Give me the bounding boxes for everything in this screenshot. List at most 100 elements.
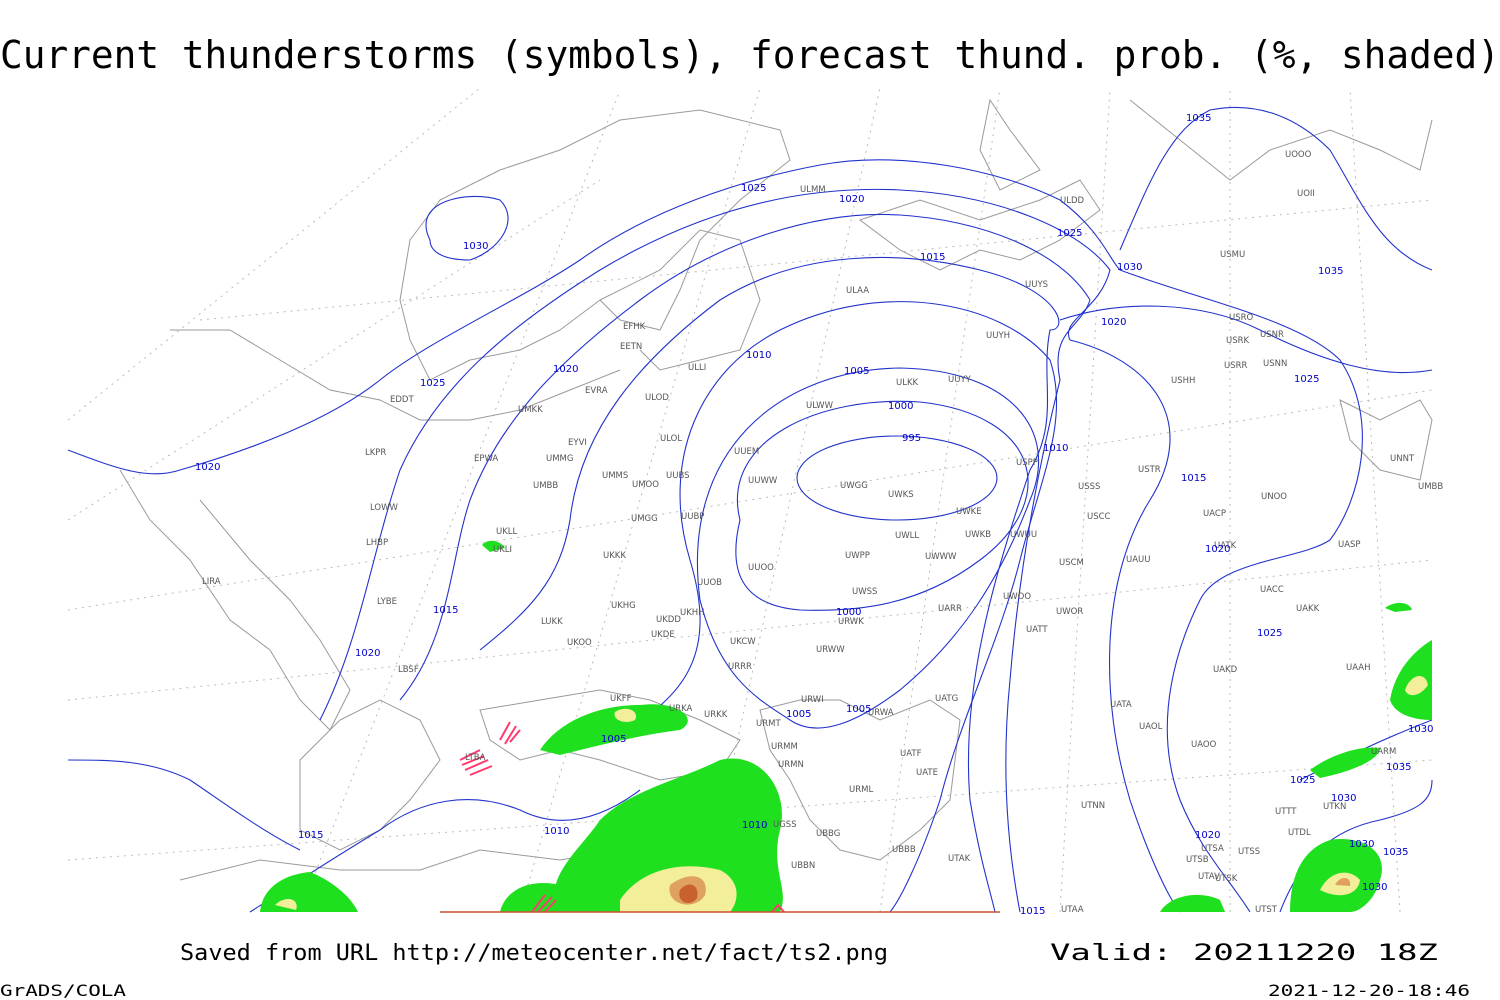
isobar-label: 1035 (1318, 266, 1343, 277)
station-label: UTTT (1275, 807, 1297, 817)
station-label: UTST (1255, 905, 1278, 915)
isobar (425, 195, 509, 261)
station-label: UWGG (840, 481, 868, 491)
station-label: USHH (1171, 376, 1195, 386)
isobar-label: 1020 (195, 462, 220, 473)
station-label: UMGG (631, 514, 658, 524)
isobar-label: 1010 (544, 826, 569, 837)
isobar-label: 1025 (1057, 228, 1082, 239)
isobar (319, 188, 1181, 913)
station-label: UARM (1371, 747, 1396, 757)
station-label: UMKK (518, 405, 543, 415)
station-label: UMBB (1418, 482, 1443, 492)
station-label: UTNN (1081, 801, 1105, 811)
isobar-label: 1030 (463, 241, 488, 252)
station-label: UTKN (1323, 802, 1346, 812)
station-label: UAKK (1296, 604, 1320, 614)
station-label: URWA (868, 708, 894, 718)
station-label: ULLI (688, 363, 706, 373)
station-label: UUWW (748, 476, 778, 486)
station-label: UAKD (1213, 665, 1238, 675)
station-label: UKKK (603, 551, 626, 561)
station-label: UWWW (925, 552, 957, 562)
isobar-label: 1035 (1386, 762, 1411, 773)
probability-shading (260, 540, 1432, 912)
station-label: UWPP (845, 551, 870, 561)
station-label: UBBN (791, 861, 815, 871)
isobar-label: 1025 (420, 378, 445, 389)
isobar-label: 995 (902, 433, 921, 444)
station-label: UWOR (1056, 607, 1083, 617)
station-label: UWUU (1010, 530, 1037, 540)
isobars (67, 106, 1433, 913)
station-label: ULMM (800, 185, 826, 195)
isobar (696, 367, 1040, 729)
isobar-label: 1035 (1186, 113, 1211, 124)
station-label: ULDD (1060, 196, 1085, 206)
isobar-label: 1015 (1181, 473, 1206, 484)
isobar-label: 1015 (920, 252, 945, 263)
station-label: UAAH (1346, 663, 1370, 673)
station-label: UMMG (546, 454, 573, 464)
station-label: USNN (1263, 359, 1287, 369)
station-label: USRR (1224, 361, 1248, 371)
isobar-label: 1030 (1331, 793, 1356, 804)
isobar-label: 1020 (1195, 830, 1220, 841)
station-label: LTBA (465, 753, 486, 763)
valid-time: Valid: 20211220 18Z (1050, 941, 1438, 966)
station-label: UATA (1110, 700, 1132, 710)
station-label: UAOO (1191, 740, 1217, 750)
station-label: UATT (1026, 625, 1048, 635)
station-label: UUYY (948, 375, 972, 385)
station-label: UACP (1203, 509, 1226, 519)
station-label: USMU (1220, 250, 1245, 260)
isobar-label: 1015 (433, 605, 458, 616)
station-label: LHBP (366, 538, 388, 548)
station-label: UWKB (965, 530, 991, 540)
station-label: UWKS (888, 490, 914, 500)
isobar (179, 159, 1363, 913)
station-label: UUBS (666, 471, 690, 481)
station-label: URRR (728, 662, 752, 672)
station-label: EYVI (568, 438, 587, 448)
station-label: UATE (916, 768, 938, 778)
station-label: UKCW (730, 637, 756, 647)
station-label: UUBP (681, 512, 704, 522)
station-label: UWKE (956, 507, 982, 517)
station-label: URKK (704, 710, 728, 720)
station-label: UKFF (610, 694, 632, 704)
station-label: USNR (1260, 330, 1284, 340)
isobar-label: 1025 (1294, 374, 1319, 385)
station-label: EVRA (585, 386, 608, 396)
station-label: EFHK (623, 322, 646, 332)
station-label: UATF (900, 749, 922, 759)
isobar-label: 1025 (1290, 775, 1315, 786)
station-label: UTAV (1198, 872, 1220, 882)
isobar-label: 1005 (846, 704, 871, 715)
isobar-label: 1000 (888, 401, 913, 412)
station-label: URKA (669, 704, 693, 714)
station-label: UUEM (734, 447, 759, 457)
station-label: UATG (935, 694, 958, 704)
station-label: UBBG (816, 829, 840, 839)
isobar-label: 1010 (742, 820, 767, 831)
station-label: UTSB (1186, 855, 1209, 865)
station-label: UMOO (632, 480, 659, 490)
station-label: UKDE (651, 630, 675, 640)
coastlines (119, 98, 1433, 881)
isobar (1059, 305, 1433, 374)
isobar-label: 1030 (1408, 724, 1433, 735)
isobar-label: 1030 (1362, 882, 1387, 893)
station-label: UAOL (1139, 722, 1163, 732)
isobar-label: 1030 (1349, 839, 1374, 850)
station-label: USCM (1059, 558, 1084, 568)
station-label: LKPR (365, 448, 386, 458)
isobar-label: 1020 (553, 364, 578, 375)
station-label: UWLL (895, 531, 919, 541)
title: Current thunderstorms (symbols), forecas… (0, 33, 1500, 77)
station-label: ULKK (896, 378, 919, 388)
isobar-label: 1010 (746, 350, 771, 361)
map-frame (67, 87, 1433, 913)
station-label: URWW (816, 645, 845, 655)
